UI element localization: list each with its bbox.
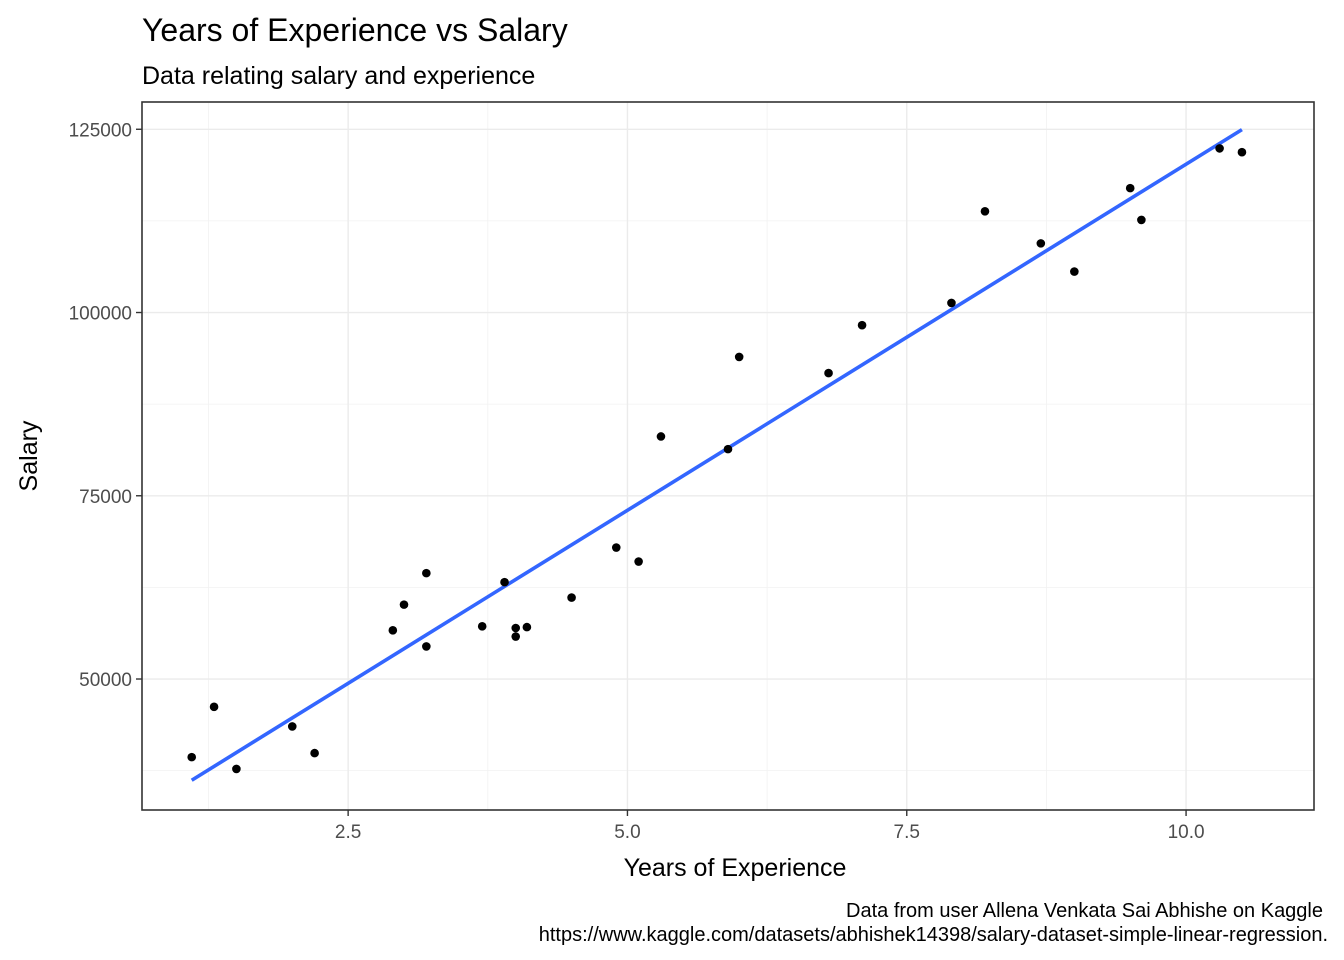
y-axis-title: Salary [15,420,43,491]
data-point [287,722,297,731]
y-tick-label: 125000 [69,120,132,141]
data-point [1070,267,1079,276]
data-point [723,444,733,454]
data-point [422,568,431,578]
data-point [1137,215,1146,225]
data-point [511,623,521,633]
data-point [656,432,666,441]
x-tick-label: 5.0 [614,822,640,843]
data-point [857,320,867,330]
data-point [477,622,487,631]
data-points-layer [187,144,1247,774]
data-point [567,593,576,602]
data-point [388,626,398,635]
data-point [500,577,509,587]
data-point [824,368,833,378]
chart-subtitle: Data relating salary and experience [142,62,535,90]
regression-line [190,128,1243,782]
data-point [399,600,409,609]
data-point [187,752,197,762]
minor-gridlines [142,102,1314,810]
y-tick-label: 50000 [79,670,132,691]
regression-line-layer [190,128,1243,782]
data-point [611,543,621,552]
data-point [511,632,521,641]
panel-border [141,101,1315,811]
major-gridlines [142,102,1314,810]
x-axis-ticks: 2.5 5.0 7.5 10.0 [335,810,1205,843]
data-point [980,206,990,216]
caption-line-2: https://www.kaggle.com/datasets/abhishek… [539,924,1328,946]
x-tick-label: 7.5 [894,822,920,843]
data-point [522,622,532,632]
x-axis-title: Years of Experience [624,854,847,882]
y-tick-label: 100000 [69,304,132,325]
data-point [232,764,241,774]
x-tick-label: 10.0 [1168,822,1205,843]
data-point [1125,183,1135,193]
data-point [634,557,643,566]
data-point [310,748,319,758]
chart-title: Years of Experience vs Salary [142,12,568,48]
y-tick-label: 75000 [79,487,132,508]
data-point [1036,239,1046,248]
data-point [422,642,431,651]
data-point [1237,147,1247,157]
x-tick-label: 2.5 [335,822,361,843]
data-point [1215,144,1224,153]
data-point [947,298,956,308]
caption-line-1: Data from user Allena Venkata Sai Abhish… [846,900,1323,922]
y-axis-ticks: 50000 75000 100000 125000 [69,120,142,691]
data-point [734,352,744,362]
data-point [209,702,219,712]
